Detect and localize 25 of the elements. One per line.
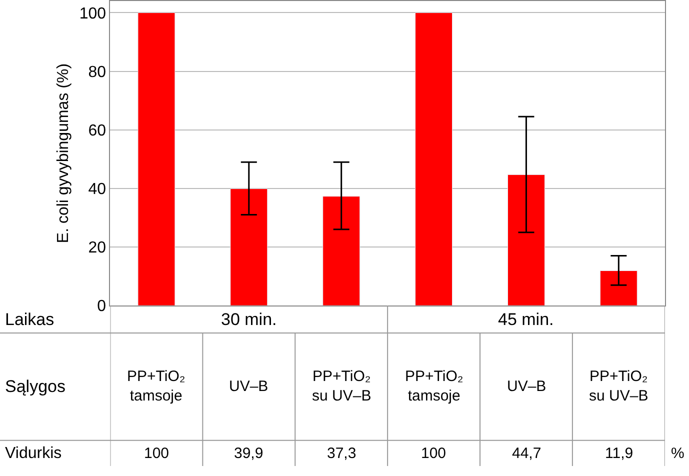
text: % <box>671 445 684 462</box>
y-tick-label: 0 <box>97 298 106 316</box>
text: 30 min. <box>221 310 277 329</box>
text: Vidurkis <box>5 445 62 462</box>
x-tick-label: PP+TiO₂ su UV–B <box>312 368 372 404</box>
y-tick-label: 20 <box>88 240 106 257</box>
x-tick-label: PP+TiO₂ su UV–B <box>589 368 648 404</box>
data-label: 44,7 <box>512 445 542 462</box>
y-tick-label: 60 <box>88 122 106 140</box>
data-label: 39,9 <box>234 445 264 462</box>
x-tick-label: UV–B <box>229 378 268 395</box>
data-label: 11,9 <box>605 445 634 462</box>
text: Sąlygos <box>5 377 66 396</box>
data-label: 37,3 <box>327 445 356 462</box>
data-label: 100 <box>144 445 170 462</box>
x-tick-label: PP+TiO₂ tamsoje <box>127 368 186 404</box>
y-tick-label: 80 <box>88 64 106 81</box>
y-tick-label: 40 <box>88 181 106 198</box>
data-label: 100 <box>421 445 446 462</box>
y-tick-label: 100 <box>79 5 106 22</box>
text: Laikas <box>5 310 54 329</box>
y-axis-title: E. coli gyvybingumas (%) <box>55 63 72 244</box>
x-tick-label: UV–B <box>507 378 546 395</box>
x-tick-label: PP+TiO₂ tamsoje <box>405 368 464 404</box>
text: 45 min. <box>498 310 554 329</box>
